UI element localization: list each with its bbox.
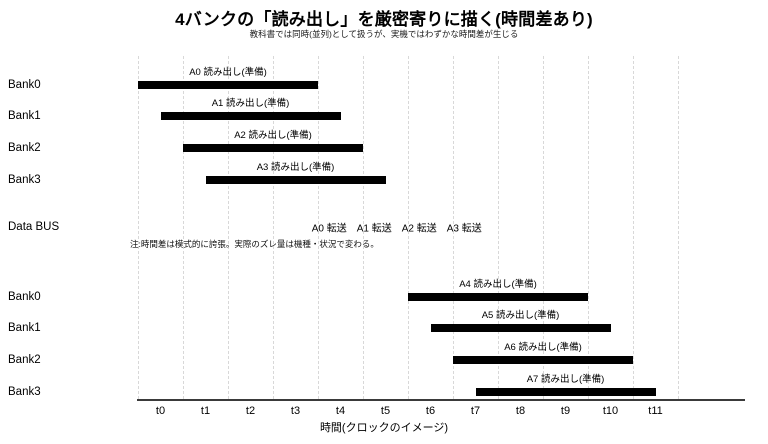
x-gridline	[633, 56, 634, 399]
bus-transfer-label: A3 転送	[446, 223, 482, 235]
bar-label: A7 読み出し(準備)	[526, 373, 605, 385]
bus-transfer-label: A1 転送	[356, 223, 392, 235]
x-axis-line	[137, 399, 745, 401]
x-tick-label: t10	[602, 404, 619, 417]
x-gridline	[183, 56, 184, 399]
x-tick-label: t5	[380, 404, 391, 417]
x-tick-label: t11	[648, 404, 663, 417]
x-tick-label: t2	[245, 404, 256, 417]
x-tick-label: t8	[515, 404, 526, 417]
row-label: Bank1	[8, 110, 41, 122]
bar-label: A1 読み出し(準備)	[211, 98, 290, 109]
gantt-bar	[183, 143, 363, 152]
bar-label: A6 読み出し(準備)	[504, 342, 582, 353]
row-label: Bank2	[8, 141, 41, 154]
x-tick-label: t1	[200, 404, 211, 417]
x-tick-label: t0	[155, 404, 166, 417]
x-gridline	[498, 56, 499, 399]
row-label: Bank3	[8, 173, 41, 186]
gantt-bar	[138, 81, 318, 89]
bar-label: A2 読み出し(準備)	[234, 129, 312, 141]
gantt-bar	[205, 175, 386, 184]
row-label: Bank0	[8, 79, 41, 91]
bar-label: A5 読み出し(準備)	[481, 310, 560, 322]
gantt-bar	[408, 292, 588, 301]
x-axis-label: 時間(クロックのイメージ)	[319, 422, 449, 434]
bar-label: A4 読み出し(準備)	[459, 278, 537, 290]
chart-title: 4バンクの「読み出し」を厳密寄りに描く(時間差あり)	[175, 10, 593, 29]
x-gridline	[678, 56, 679, 399]
row-label: Bank0	[8, 290, 41, 303]
bus-transfer-label: A0 転送	[311, 223, 347, 235]
row-label: Bank3	[8, 385, 41, 398]
bar-label: A0 読み出し(準備)	[189, 67, 267, 78]
x-gridline	[543, 56, 544, 399]
x-gridline	[228, 56, 229, 399]
x-gridline	[408, 56, 409, 399]
row-label: Data BUS	[8, 221, 60, 233]
x-gridline	[588, 56, 589, 399]
bus-transfer-label: A2 転送	[401, 223, 437, 235]
x-gridline	[273, 56, 274, 399]
gantt-bar	[453, 356, 633, 364]
chart-subtitle: 教科書では同時(並列)として扱うが、実機ではわずかな時間差が生じる	[249, 29, 519, 39]
row-label: Bank1	[8, 322, 41, 335]
row-label: Bank2	[8, 354, 41, 366]
x-tick-label: t7	[470, 404, 481, 417]
gantt-bar	[160, 112, 341, 120]
x-gridline	[363, 56, 364, 399]
x-tick-label: t3	[290, 404, 301, 417]
x-gridline	[318, 56, 319, 399]
x-tick-label: t4	[335, 404, 346, 417]
x-tick-label: t9	[560, 404, 571, 417]
note-text: 注:時間差は模式的に誇張。実際のズレ量は機種・状況で変わる。	[130, 238, 379, 249]
bar-label: A3 読み出し(準備)	[256, 161, 335, 173]
x-gridline	[138, 56, 139, 399]
x-gridline	[453, 56, 454, 399]
x-tick-label: t6	[425, 404, 436, 417]
gantt-bar	[430, 324, 611, 333]
gantt-bar	[475, 387, 656, 396]
